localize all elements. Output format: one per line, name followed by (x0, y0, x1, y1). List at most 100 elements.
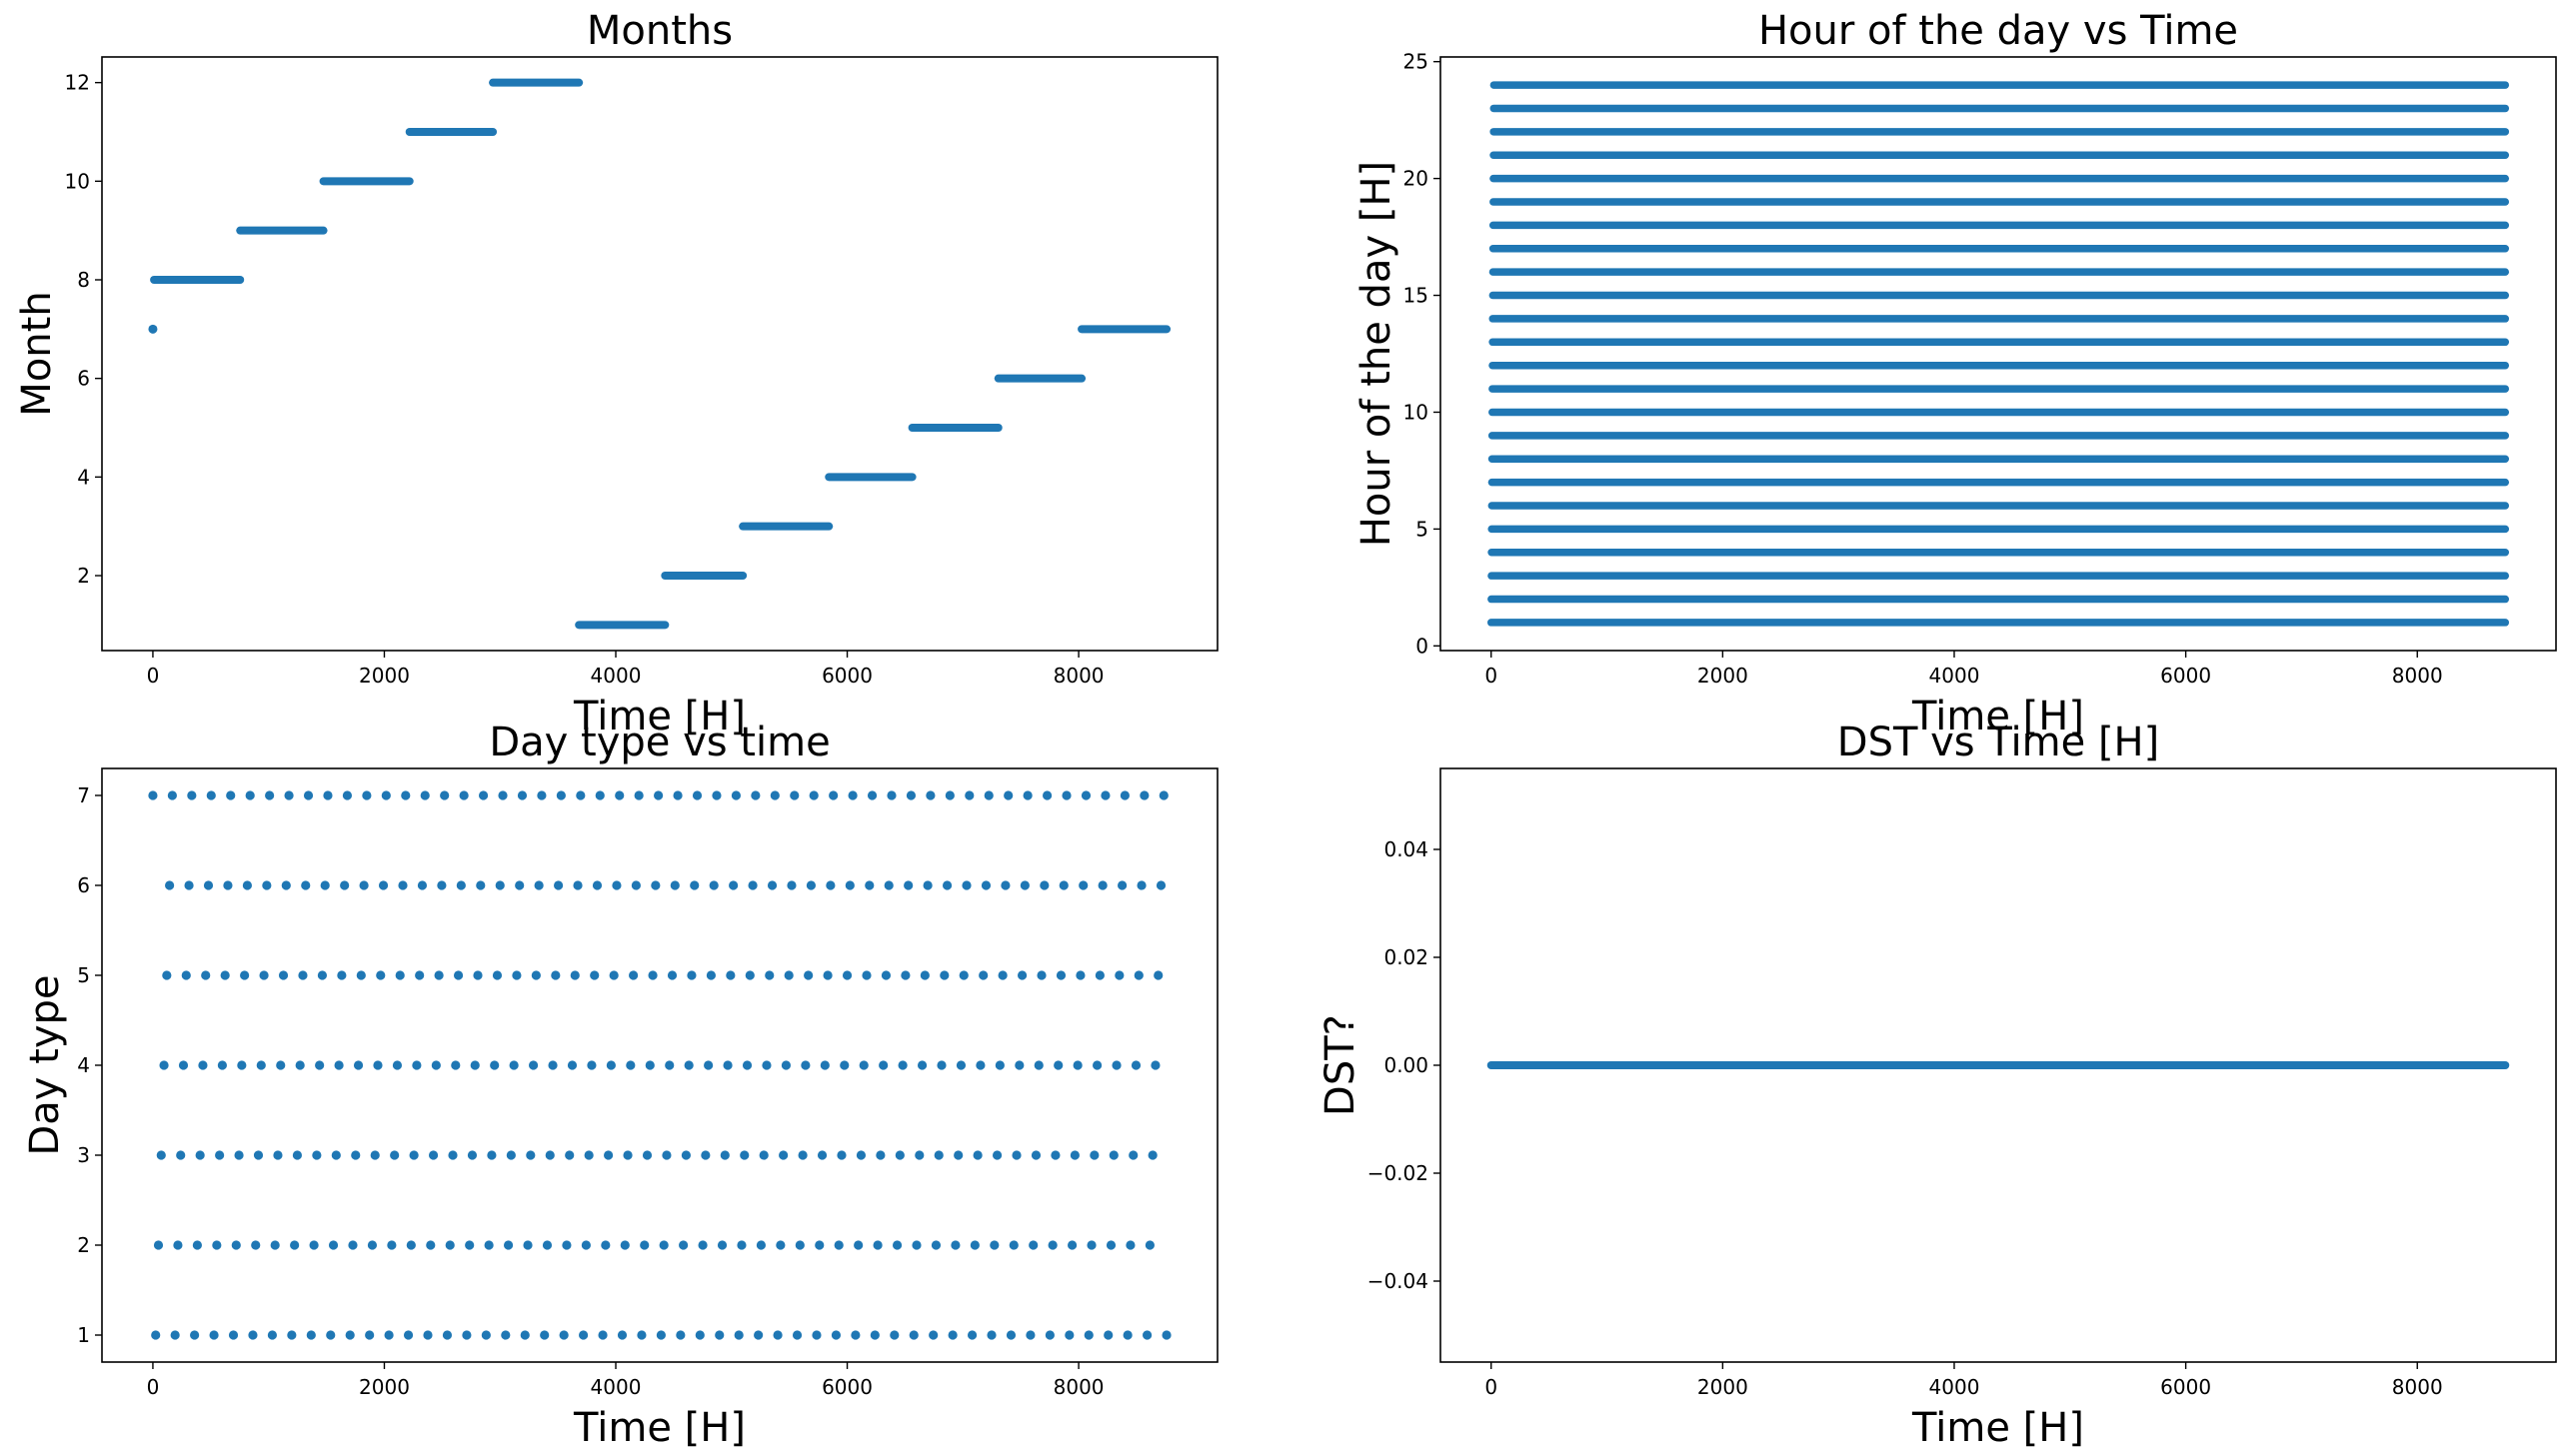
day-type-point (856, 1150, 867, 1160)
day-type-point (848, 790, 858, 800)
months-subplot: 0 2000 4000 6000 8000 2 4 6 8 10 12 Months Time [H] M… (14, 8, 1219, 739)
day-type-subplot: 0 2000 4000 6000 8000 1 2 3 4 5 6 7 Day type vs time… (22, 720, 1219, 1451)
day-type-point (1065, 1330, 1075, 1340)
day-type-point (1081, 790, 1092, 800)
day-type-point (217, 1060, 227, 1070)
day-type-point (1134, 970, 1144, 980)
y-tick-label: −0.04 (1367, 1269, 1428, 1293)
day-type-point (998, 970, 1008, 980)
day-type-point (731, 790, 742, 800)
day-type-point (290, 1240, 300, 1250)
day-type-point (831, 1330, 842, 1340)
day-type-point (670, 880, 680, 890)
day-type-point (681, 1150, 691, 1160)
y-tick-label: 25 (1403, 50, 1428, 74)
y-tick-label: 15 (1403, 284, 1428, 308)
day-type-point (1120, 790, 1130, 800)
dst-chart-title: DST vs Time [H] (1837, 720, 2159, 765)
day-type-point (662, 1150, 672, 1160)
day-type-point (687, 970, 697, 980)
day-type-point (667, 970, 678, 980)
day-type-point (717, 1240, 728, 1250)
day-type-point (490, 1060, 500, 1070)
day-type-point (467, 1150, 478, 1160)
hour-x-axis-label: Time [H] (1911, 694, 2084, 739)
day-type-point (237, 1060, 247, 1070)
day-type-point (715, 1330, 725, 1340)
months-point (148, 324, 158, 334)
day-type-point (615, 790, 625, 800)
day-type-point (881, 970, 892, 980)
day-type-point (942, 880, 953, 890)
day-type-point (879, 1060, 889, 1070)
day-type-point (915, 1150, 925, 1160)
day-type-point (606, 1060, 616, 1070)
dst-x-axis-label: Time [H] (1911, 1405, 2084, 1451)
day-type-point (348, 1240, 358, 1250)
day-type-point (523, 1240, 533, 1250)
day-type-point (1004, 790, 1014, 800)
day-type-point (1015, 1060, 1025, 1070)
day-type-point (206, 790, 216, 800)
day-type-point (556, 790, 566, 800)
day-type-point (1045, 1330, 1055, 1340)
day-type-point (334, 1060, 344, 1070)
day-type-point (434, 970, 444, 980)
day-type-point (423, 1330, 433, 1340)
day-type-point (478, 790, 489, 800)
day-type-point (445, 1240, 455, 1250)
day-type-point (1026, 1330, 1036, 1340)
day-type-point (1143, 1330, 1153, 1340)
day-type-point (170, 1330, 180, 1340)
day-type-point (698, 1240, 708, 1250)
day-type-point (584, 1150, 594, 1160)
day-type-point (228, 1330, 239, 1340)
day-type-point (506, 1150, 516, 1160)
day-type-point (390, 1150, 400, 1160)
day-type-point (351, 1150, 361, 1160)
day-type-point (695, 1330, 705, 1340)
day-type-point (684, 1060, 694, 1070)
day-type-point (337, 970, 347, 980)
day-type-point (362, 790, 372, 800)
day-type-point (1012, 1150, 1022, 1160)
day-type-point (242, 880, 253, 890)
day-type-point (798, 1150, 808, 1160)
day-type-point (1098, 880, 1108, 890)
day-type-point (1037, 970, 1047, 980)
day-type-point (148, 790, 158, 800)
day-type-point (176, 1150, 186, 1160)
day-type-point (528, 1060, 539, 1070)
day-type-point (323, 790, 333, 800)
day-type-point (306, 1330, 316, 1340)
day-type-point (420, 790, 430, 800)
day-type-point (520, 1330, 530, 1340)
day-type-point (756, 1240, 767, 1250)
day-type-point (829, 790, 839, 800)
day-type-point (448, 1150, 458, 1160)
y-tick-label: 3 (77, 1143, 90, 1167)
months-marks (148, 78, 1172, 630)
day-type-point (804, 970, 814, 980)
y-tick-label: 10 (1403, 400, 1428, 424)
day-type-point (365, 1330, 375, 1340)
day-type-point (676, 1330, 686, 1340)
day-type-point (428, 1150, 439, 1160)
day-type-point (303, 790, 314, 800)
day-type-point (565, 1150, 575, 1160)
day-type-point (278, 970, 289, 980)
day-type-point (1034, 1060, 1044, 1070)
day-type-point (256, 1060, 266, 1070)
day-type-point (790, 790, 800, 800)
day-type-point (1126, 1240, 1136, 1250)
x-tick-label: 2000 (1697, 664, 1748, 688)
day-type-point (281, 880, 291, 890)
y-tick-label: 2 (77, 1233, 90, 1257)
day-type-point (484, 1240, 494, 1250)
day-type-point (1148, 1150, 1158, 1160)
day-type-point (851, 1330, 861, 1340)
day-type-point (762, 1060, 772, 1070)
day-type-point (431, 1060, 441, 1070)
day-type-point (456, 880, 466, 890)
day-type-point (398, 880, 408, 890)
